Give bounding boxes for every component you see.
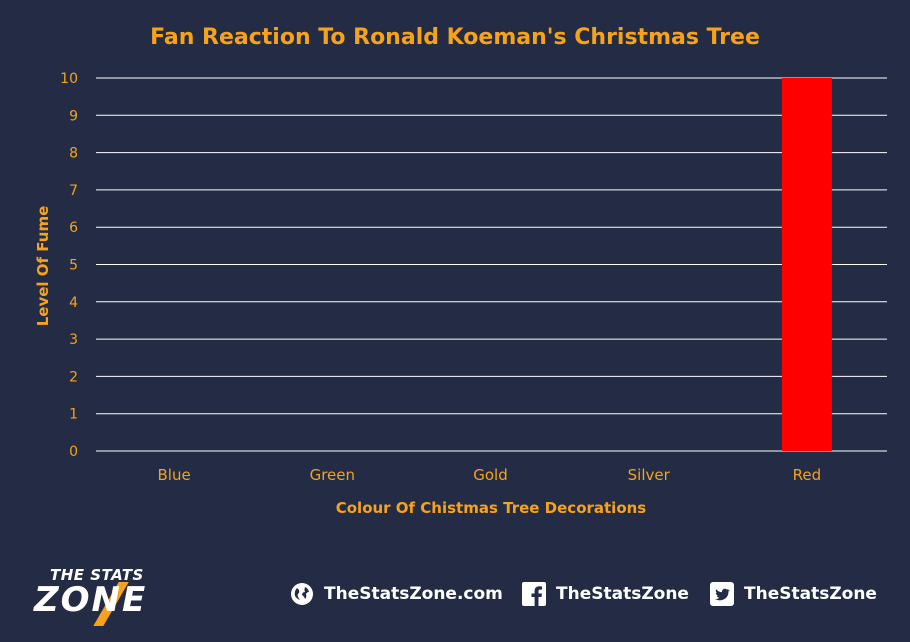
bar-chart: Fan Reaction To Ronald Koeman's Christma…	[34, 25, 887, 517]
facebook-icon	[522, 582, 546, 606]
twitter-link[interactable]: TheStatsZone	[710, 580, 877, 608]
stats-zone-logo: THE STATS ZONE	[32, 562, 192, 628]
y-tick-label: 9	[69, 108, 78, 124]
twitter-icon	[710, 582, 734, 606]
y-tick-label: 7	[69, 183, 78, 199]
y-tick-label: 0	[69, 444, 78, 460]
x-axis-label: Colour Of Chistmas Tree Decorations	[336, 499, 647, 517]
y-tick-label: 1	[69, 407, 78, 423]
chart-title: Fan Reaction To Ronald Koeman's Christma…	[150, 25, 760, 50]
y-tick-label: 3	[69, 332, 78, 348]
website-text: TheStatsZone.com	[324, 584, 503, 604]
gridlines	[96, 77, 887, 452]
y-axis-label: Level Of Fume	[34, 206, 52, 327]
twitter-text: TheStatsZone	[744, 584, 877, 604]
footer: THE STATS ZONE TheStatsZone.com TheStats…	[0, 548, 910, 642]
y-tick-label: 5	[69, 258, 78, 274]
x-tick-label: Gold	[473, 466, 508, 484]
x-tick-label: Silver	[628, 466, 671, 484]
logo-bottom-text: ZONE	[34, 580, 148, 620]
bar-red	[781, 78, 832, 451]
globe-icon	[291, 583, 313, 605]
facebook-link[interactable]: TheStatsZone	[522, 580, 689, 608]
y-tick-label: 8	[69, 146, 78, 162]
bars	[781, 78, 832, 451]
y-tick-label: 10	[60, 71, 78, 87]
x-tick-label: Red	[793, 466, 822, 484]
x-tick-labels: Blue Green Gold Silver Red	[157, 466, 821, 484]
y-tick-label: 6	[69, 220, 78, 236]
x-tick-label: Green	[310, 466, 355, 484]
y-tick-label: 4	[69, 295, 78, 311]
y-tick-labels: 0 1 2 3 4 5 6 7 8 9 10	[60, 71, 78, 460]
y-tick-label: 2	[69, 369, 78, 385]
website-link[interactable]: TheStatsZone.com	[290, 580, 503, 608]
facebook-text: TheStatsZone	[556, 584, 689, 604]
logo-top-text: THE STATS	[50, 566, 144, 584]
x-tick-label: Blue	[157, 466, 190, 484]
